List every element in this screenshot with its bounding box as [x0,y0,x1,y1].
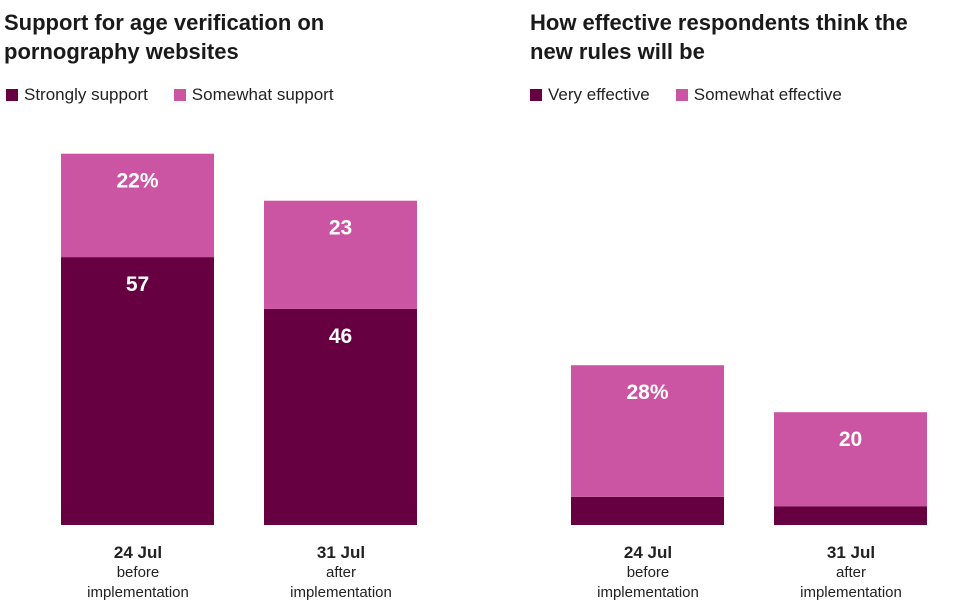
legend-swatch-light [173,89,186,101]
legend-item-somewhat-support: Somewhat support [173,85,334,105]
bar-value-label: 20 [839,428,862,451]
bar-value-label: 46 [329,325,352,348]
category-date: 31 Jul [826,543,876,562]
category-label: 24 Jul before implementation [53,543,223,603]
bar-segment-light [774,412,927,507]
category-note2: implementation [87,584,189,601]
bar-segment-dark [571,496,724,525]
bar-value-label: 22% [116,170,158,193]
category-note: before [626,564,670,581]
category-date: 24 Jul [623,543,673,562]
legend-item-strongly-support: Strongly support [6,85,148,105]
bar-value-label: 23 [329,217,352,240]
category-date: 31 Jul [316,543,366,562]
stacked-bar-chart-effectiveness: 628%420 [571,365,927,525]
legend-label: Strongly support [24,85,148,104]
category-label: 24 Jul before implementation [563,543,733,603]
chart-panel-support: Support for age verification on pornogra… [0,0,460,612]
bar-segment-light [571,365,724,497]
category-label: 31 Jul after implementation [256,543,426,603]
legend-swatch-light [675,89,688,101]
legend-label: Somewhat support [191,85,334,104]
bar-segment-light [264,200,417,309]
category-note2: implementation [597,584,699,601]
legend-item-very-effective: Very effective [530,85,650,105]
category-note: before [116,564,160,581]
category-label: 31 Jul after implementation [766,543,936,603]
chart-title: How effective respondents think the new … [530,10,908,64]
chart-legend: Very effective Somewhat effective [530,85,842,105]
legend-item-somewhat-effective: Somewhat effective [675,85,842,105]
bar-segment-dark [61,257,214,525]
category-note: after [325,564,356,581]
bar-segment-dark [774,506,927,525]
chart-title: Support for age verification on pornogra… [4,10,325,64]
category-date: 24 Jul [113,543,163,562]
category-note2: implementation [800,584,902,601]
chart-legend: Strongly support Somewhat support [6,85,334,105]
bar-value-label: 28% [626,381,668,404]
bar-segment-dark [264,308,417,525]
category-note: after [835,564,866,581]
legend-swatch-dark [530,89,542,101]
legend-label: Very effective [548,85,650,104]
legend-swatch-dark [6,89,18,101]
bar-segment-light [61,153,214,258]
bar-value-label: 57 [126,273,149,296]
legend-label: Somewhat effective [693,85,842,104]
category-note2: implementation [290,584,392,601]
stacked-bar-chart-support: 57 22% 46 23 [61,153,417,525]
chart-panel-effectiveness: How effective respondents think the new … [526,0,962,612]
